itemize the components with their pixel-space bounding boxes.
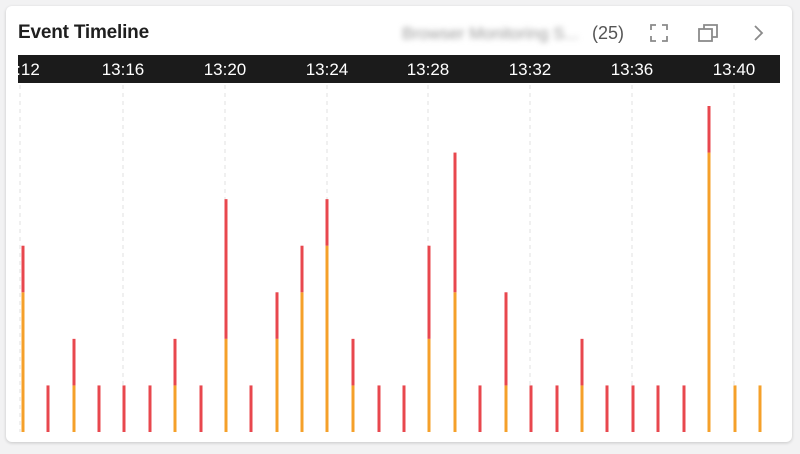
bar-warning [580, 385, 584, 432]
bar-warning [224, 338, 228, 432]
bar-critical [72, 338, 76, 386]
bar-warning [300, 292, 304, 432]
bar-critical [478, 385, 482, 432]
bar-critical [325, 199, 329, 246]
bar-warning [427, 338, 431, 432]
event-count: (25) [592, 23, 625, 43]
bar-critical [529, 385, 533, 432]
bar-warning [733, 385, 737, 432]
bar-critical [631, 385, 635, 432]
bar-critical [605, 385, 609, 432]
bar-critical [351, 338, 355, 386]
bar-critical [224, 199, 228, 339]
x-tick-label: 13:28 [407, 60, 450, 79]
bar-critical [707, 106, 711, 153]
x-tick-label: :12 [16, 60, 40, 79]
bar-warning [351, 385, 355, 432]
bar-critical [173, 338, 177, 386]
bar-critical [199, 385, 203, 432]
bar-critical [377, 385, 381, 432]
chevron-right-icon[interactable] [746, 21, 770, 45]
bar-warning [504, 385, 508, 432]
bar-warning [173, 385, 177, 432]
bar-critical [46, 385, 50, 432]
bar-critical [555, 385, 559, 432]
bar-critical [504, 292, 508, 386]
x-tick-label: 13:36 [611, 60, 654, 79]
bar-critical [453, 152, 457, 293]
bar-critical [402, 385, 406, 432]
x-tick-label: 13:24 [306, 60, 349, 79]
bar-critical [249, 385, 253, 432]
x-tick-label: 13:40 [713, 60, 756, 79]
x-tick-label: 13:32 [509, 60, 552, 79]
bar-warning [453, 292, 457, 432]
bar-critical [275, 292, 279, 339]
bar-critical [656, 385, 660, 432]
bar-critical [682, 385, 686, 432]
bar-critical [97, 385, 101, 432]
card-title: Event Timeline [18, 22, 149, 43]
bar-critical [21, 245, 25, 293]
bar-critical [122, 385, 126, 432]
fullscreen-icon[interactable] [647, 21, 671, 45]
bar-warning [275, 338, 279, 432]
source-filter-label[interactable]: Browser Monitoring S... [402, 24, 579, 43]
bar-critical [148, 385, 152, 432]
bar-critical [580, 338, 584, 386]
bar-critical [427, 245, 431, 339]
time-axis-bar [18, 55, 780, 83]
bar-warning [758, 385, 762, 432]
bar-warning [21, 292, 25, 432]
popout-icon[interactable] [696, 21, 720, 45]
bar-warning [72, 385, 76, 432]
bar-critical [300, 245, 304, 293]
x-tick-label: 13:20 [204, 60, 247, 79]
bar-warning [325, 245, 329, 432]
bar-warning [707, 152, 711, 433]
x-tick-label: 13:16 [102, 60, 145, 79]
